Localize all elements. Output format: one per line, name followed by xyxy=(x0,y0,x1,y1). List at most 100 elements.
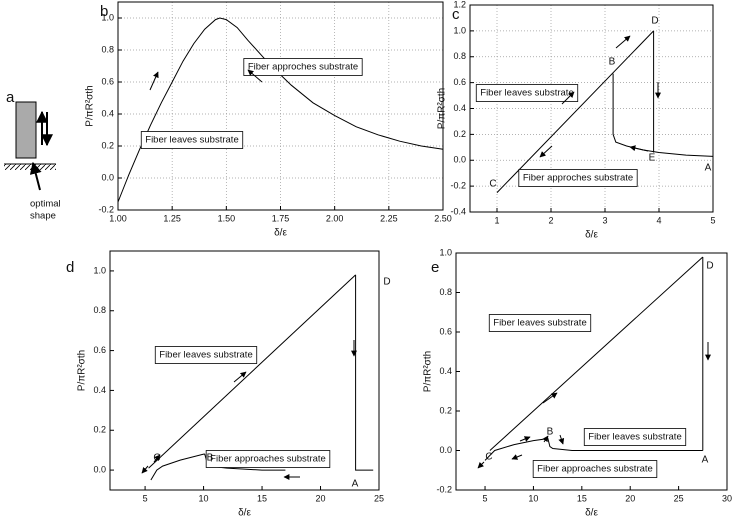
y-tick-label: 1.0 xyxy=(101,12,114,22)
y-tick-label: 0.8 xyxy=(101,44,114,54)
arrow xyxy=(542,392,558,404)
arrow xyxy=(519,436,531,442)
y-tick-label: 0.2 xyxy=(453,129,466,139)
point-label: A xyxy=(705,163,712,174)
x-tick-label: 4 xyxy=(656,215,661,225)
series-line xyxy=(484,438,703,461)
plot-frame xyxy=(117,1,444,211)
arrow xyxy=(561,91,575,105)
x-tick-label: 3 xyxy=(602,215,607,225)
caption: shape xyxy=(30,211,56,222)
y-tick-label: 0.8 xyxy=(453,51,466,61)
point-label: D xyxy=(706,261,713,272)
y-tick-label: 0.4 xyxy=(453,103,466,113)
annotation-box xyxy=(140,131,244,149)
fiber xyxy=(15,101,37,159)
y-axis-label: P/πR²σth xyxy=(423,351,434,392)
y-tick-label: 1.0 xyxy=(439,247,452,257)
point-label: C xyxy=(489,179,496,190)
annotation-box xyxy=(154,346,258,364)
y-tick-label: -0.4 xyxy=(450,206,466,216)
y-tick-label: 0.6 xyxy=(439,326,452,336)
y-tick-label: 0.0 xyxy=(453,155,466,165)
point-label: B xyxy=(207,453,214,464)
y-tick-label: 0.6 xyxy=(93,345,106,355)
annotation: Fiber approaches substrate xyxy=(210,454,326,465)
series-line xyxy=(150,453,286,481)
chart: -0.2 0.0 0.2 0.4 0.6 0.8 1.0 5 10 15 20 25 30 δ/ε P/πR… xyxy=(423,247,732,518)
plot-frame xyxy=(469,4,714,213)
series-line xyxy=(355,274,374,471)
annotation-box xyxy=(205,450,331,468)
point-label: B xyxy=(609,57,616,68)
x-tick-label: 2.25 xyxy=(380,213,398,223)
series-line xyxy=(117,17,444,203)
annotation-box xyxy=(243,58,363,76)
arrow xyxy=(558,434,565,445)
panel-label: d xyxy=(66,259,74,276)
y-tick-label: 0.0 xyxy=(93,464,106,474)
x-tick-label: 1 xyxy=(494,215,499,225)
annotation: Fiber approaches substrate xyxy=(537,464,653,475)
point-label: C xyxy=(485,452,492,463)
chart: -0.2 0.0 0.2 0.4 0.6 0.8 1.0 1.00 1.25 1.50 1.75 2.… xyxy=(85,1,452,239)
point-label: A xyxy=(352,479,359,490)
y-tick-label: 0.8 xyxy=(439,287,452,297)
y-axis-label: P/πR²σth xyxy=(77,350,88,391)
x-tick-label: 15 xyxy=(257,493,267,503)
annotation-box xyxy=(583,428,687,446)
y-tick-label: 0.0 xyxy=(101,172,114,182)
x-tick-label: 30 xyxy=(722,493,732,503)
y-tick-label: 0.2 xyxy=(93,425,106,435)
arrow xyxy=(233,371,247,383)
point-label: E xyxy=(649,153,656,164)
arrow xyxy=(615,35,631,49)
y-tick-label: 0.0 xyxy=(439,445,452,455)
y-axis-label: P/πR²σth xyxy=(85,85,96,126)
x-axis-label: δ/ε xyxy=(238,508,251,519)
arrow xyxy=(477,461,485,469)
y-tick-label: 0.4 xyxy=(93,385,106,395)
series-line xyxy=(148,274,356,469)
y-tick-label: -0.2 xyxy=(450,181,466,191)
annotation-box xyxy=(532,460,658,478)
x-tick-label: 20 xyxy=(316,493,326,503)
x-tick-label: 10 xyxy=(528,493,538,503)
x-tick-label: 1.00 xyxy=(109,213,127,223)
plot-frame xyxy=(109,250,380,491)
x-tick-label: 25 xyxy=(674,493,684,503)
y-tick-label: 0.6 xyxy=(101,76,114,86)
panel-label: a xyxy=(6,89,15,106)
point-label: D xyxy=(383,277,390,288)
annotation-box xyxy=(475,84,579,102)
y-tick-label: 0.6 xyxy=(453,77,466,87)
x-tick-label: 15 xyxy=(577,493,587,503)
panel-label: b xyxy=(100,3,108,20)
arrow xyxy=(629,145,649,152)
chart: -0.4 -0.2 0.0 0.2 0.4 0.6 0.8 1.0 1.2 1 2 3 4 5 δ/ε P/π… xyxy=(437,0,716,241)
y-tick-label: 1.2 xyxy=(453,0,466,9)
annotation: Fiber approches substrate xyxy=(523,173,633,184)
arrow xyxy=(149,71,159,91)
y-tick-label: 0.2 xyxy=(101,140,114,150)
x-tick-label: 5 xyxy=(483,493,488,503)
y-tick-label: 0.8 xyxy=(93,305,106,315)
x-tick-label: 5 xyxy=(710,215,715,225)
series-line xyxy=(496,30,654,193)
y-tick-label: 1.0 xyxy=(453,25,466,35)
chart: 0.0 0.2 0.4 0.6 0.8 1.0 5 10 15 20 25 δ/ε P/πR²σth d F… xyxy=(66,250,391,519)
arrow xyxy=(29,161,42,191)
point-label: B xyxy=(547,427,554,438)
arrow xyxy=(247,69,263,83)
panel-a: a optimal shape xyxy=(4,89,61,222)
arrow xyxy=(539,145,553,158)
x-tick-label: 5 xyxy=(143,493,148,503)
y-tick-label: -0.2 xyxy=(98,204,114,214)
y-tick-label: 0.4 xyxy=(439,366,452,376)
y-axis-label: P/πR²σth xyxy=(437,88,448,129)
point-label: A xyxy=(702,455,709,466)
annotation: Fiber approches substrate xyxy=(248,62,358,73)
substrate-hatch xyxy=(4,164,56,170)
panel-label: c xyxy=(452,6,460,23)
